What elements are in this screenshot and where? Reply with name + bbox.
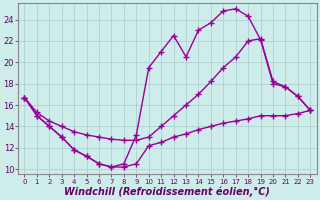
X-axis label: Windchill (Refroidissement éolien,°C): Windchill (Refroidissement éolien,°C) [64, 186, 270, 197]
